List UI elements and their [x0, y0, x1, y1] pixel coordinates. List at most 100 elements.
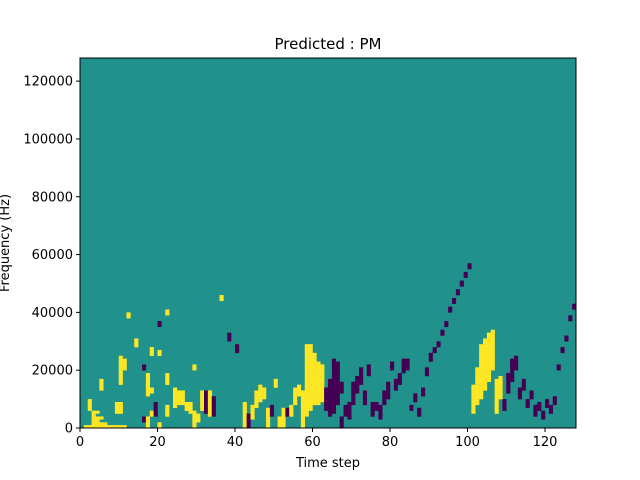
- heatmap-cell: [475, 384, 480, 388]
- plot-frame: [79, 57, 577, 429]
- heatmap-cell: [382, 390, 387, 394]
- heatmap-cell: [533, 404, 538, 409]
- heatmap-cell: [316, 361, 321, 365]
- heatmap-cell: [455, 292, 461, 296]
- heatmap-cell: [320, 384, 325, 388]
- heatmap-cell: [145, 390, 151, 394]
- heatmap-cell: [475, 375, 480, 380]
- heatmap-cell: [211, 396, 216, 400]
- heatmap-cell: [281, 410, 286, 414]
- heatmap-cell: [258, 390, 263, 394]
- heatmap-cell: [304, 344, 309, 348]
- heatmap-cell: [316, 393, 321, 397]
- heatmap-cell: [452, 297, 457, 302]
- heatmap-cell: [331, 370, 337, 374]
- heatmap-cell: [378, 404, 383, 409]
- heatmap-cell: [118, 361, 123, 365]
- heatmap-cell: [289, 404, 294, 409]
- heatmap-cell: [320, 387, 325, 391]
- heatmap-cell: [490, 361, 495, 365]
- heatmap-cell: [328, 387, 333, 391]
- x-tick-label: 100: [455, 435, 480, 450]
- heatmap-cell: [339, 387, 344, 391]
- heatmap-cell: [204, 404, 209, 409]
- heatmap-cell: [486, 335, 492, 339]
- heatmap-cell: [258, 387, 263, 391]
- heatmap-cell: [297, 390, 302, 394]
- heatmap-cell: [359, 381, 364, 385]
- heatmap-cell: [312, 367, 317, 371]
- y-axis-ticks: 0 20000 40000 60000 80000 100000 120000: [23, 75, 80, 437]
- heatmap-cell: [475, 396, 480, 400]
- heatmap-cell: [266, 422, 271, 426]
- heatmap-cell: [304, 396, 309, 400]
- heatmap-cell: [386, 393, 391, 397]
- heatmap-cell: [153, 404, 158, 409]
- heatmap-cell: [281, 416, 286, 420]
- heatmap-cell: [324, 399, 329, 403]
- heatmap-cell: [393, 378, 399, 382]
- heatmap-cell: [308, 401, 313, 406]
- heatmap-cell: [300, 425, 306, 429]
- heatmap-cell: [517, 387, 523, 391]
- heatmap-cell: [514, 364, 519, 368]
- heatmap-cell: [475, 393, 480, 397]
- heatmap-cell: [506, 387, 511, 391]
- heatmap-cell: [269, 410, 275, 414]
- heatmap-cell: [328, 390, 333, 394]
- heatmap-cell: [335, 373, 340, 377]
- heatmap-cell: [304, 390, 309, 394]
- heatmap-cell: [320, 373, 325, 377]
- heatmap-cell: [300, 399, 306, 403]
- heatmap-cell: [529, 393, 534, 397]
- heatmap-cell: [359, 375, 364, 380]
- heatmap-cell: [277, 425, 282, 429]
- heatmap-cell: [548, 407, 554, 411]
- heatmap-cell: [498, 393, 503, 397]
- heatmap-cell: [494, 381, 499, 385]
- heatmap-cell: [266, 410, 271, 414]
- heatmap-cell: [285, 413, 290, 417]
- heatmap-cell: [176, 401, 182, 406]
- heatmap-cell: [537, 404, 542, 409]
- heatmap-cell: [312, 378, 317, 382]
- y-axis-label: Frequency (Hz): [0, 194, 13, 292]
- heatmap-cell: [99, 422, 104, 426]
- heatmap-cell: [207, 396, 213, 400]
- heatmap-cell: [103, 425, 108, 429]
- heatmap-cell: [483, 344, 488, 348]
- heatmap-cell: [308, 364, 313, 368]
- heatmap-cell: [87, 404, 92, 409]
- heatmap-cell: [521, 381, 526, 385]
- heatmap-cell: [378, 416, 383, 420]
- heatmap-cell: [308, 358, 313, 362]
- heatmap-cell: [200, 393, 205, 397]
- heatmap-cell: [444, 321, 449, 325]
- heatmap-cell: [300, 393, 306, 397]
- heatmap-cell: [211, 407, 216, 411]
- heatmap-cell: [324, 390, 329, 394]
- heatmap-cell: [258, 399, 263, 403]
- heatmap-cell: [362, 396, 368, 400]
- heatmap-cell: [390, 367, 395, 371]
- heatmap-cell: [258, 384, 263, 388]
- heatmap-cell: [165, 375, 170, 380]
- heatmap-cell: [308, 387, 313, 391]
- heatmap-cell: [200, 404, 205, 409]
- heatmap-cell: [409, 404, 414, 409]
- heatmap-cell: [207, 407, 213, 411]
- heatmap-cell: [157, 321, 162, 325]
- heatmap-cell: [494, 378, 499, 382]
- heatmap-cell: [281, 419, 286, 423]
- heatmap-cell: [246, 425, 251, 429]
- heatmap-cell: [328, 401, 333, 406]
- heatmap-cell: [312, 396, 317, 400]
- heatmap-cell: [285, 407, 290, 411]
- heatmap-cell: [479, 378, 484, 382]
- heatmap-cell: [421, 387, 426, 391]
- heatmap-cell: [359, 373, 364, 377]
- heatmap-cell: [316, 373, 321, 377]
- heatmap-cell: [339, 416, 344, 420]
- heatmap-cell: [335, 375, 340, 380]
